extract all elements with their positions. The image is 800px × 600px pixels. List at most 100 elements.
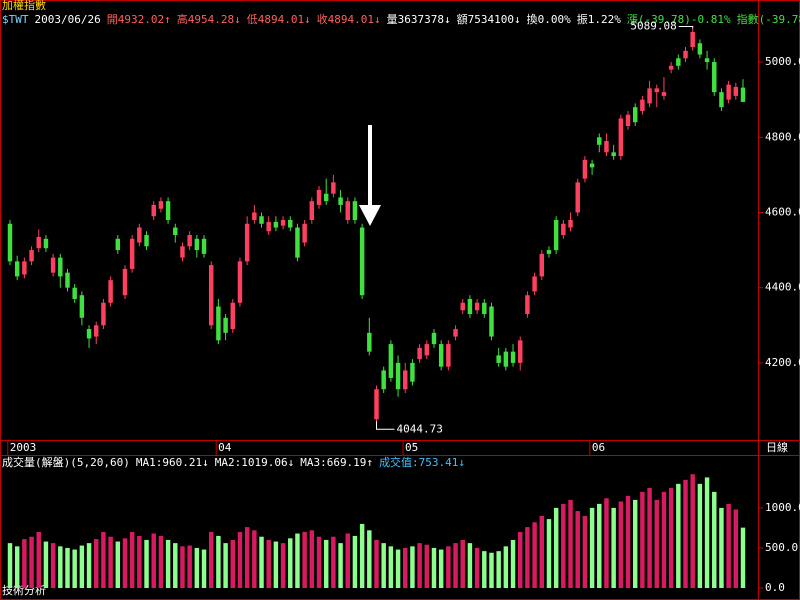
volume-bar [58,546,63,588]
candle-body [410,362,415,382]
candle-body [683,50,688,59]
candle-body [137,227,142,243]
volume-bar [726,503,731,588]
volume-bar [647,487,652,588]
volume-bar [338,543,343,588]
candle-body [676,58,681,66]
chart-title: 加權指數 [2,0,46,12]
candle-body [546,250,552,254]
candle-body [618,118,624,157]
header-item: 成交值:753.41↓ [379,455,465,469]
candle-body [539,253,545,277]
candle-body [704,58,710,63]
volume-bar [216,535,221,588]
candle-body [517,340,523,363]
volume-bar [237,531,243,588]
volume-bar [517,531,523,588]
volume-bar [740,527,746,588]
candle-body [525,295,530,315]
candle-body [690,31,695,48]
volume-bar [359,523,365,588]
candle-body [647,88,652,104]
candle-body [640,99,645,111]
volume-bar [539,515,545,588]
volume-bar [108,536,113,588]
header: $TWT 2003/06/26 開4932.02↑ 高4954.28↓ 低4894.01… [2,12,800,26]
volume-bar [668,487,674,588]
candle-body [187,235,192,247]
candle-body [86,329,92,339]
header-item: 振1.22% [577,12,621,26]
volume-bar [503,546,509,588]
candle-body [367,332,372,352]
volume-bar [302,531,307,588]
candle-body [395,362,401,390]
volume-bar [230,539,236,588]
volume-bar [690,474,695,588]
volume-bar [676,483,681,588]
volume-bar [510,539,516,588]
candle-body [482,302,487,315]
candle-body [208,265,214,326]
candle-body [288,220,293,228]
candle-body [180,246,185,258]
volume-bar [597,503,602,588]
candle-body [510,351,516,363]
volume-bar [661,491,667,588]
volume-bar [618,501,624,588]
x-tick-label: 2003 [10,441,37,454]
candle-body [94,325,99,337]
volume-bar [295,533,300,588]
volume-bar [266,539,271,588]
candle-body [474,302,480,311]
candle-body [331,182,336,194]
y-tick-label: 4600.00 [765,205,800,218]
volume-bar [280,543,286,588]
candle-body [632,107,638,123]
header-item: 漲(-39.78)-0.81% [627,13,731,26]
candle-body [295,227,300,258]
volume-bar [144,539,149,588]
candle-body [697,43,703,55]
candle-body [446,344,451,367]
candle-body [532,276,537,292]
candle-body [654,88,659,93]
candle-body [58,257,63,277]
header-item: $TWT [2,13,29,26]
volume-bar [611,507,616,588]
volume-bar [7,543,13,588]
y-tick-label: 500.0 [765,541,798,554]
candle-body [553,220,559,251]
volume-bar [345,533,350,588]
candle-body [668,65,674,70]
volume-bar [431,547,437,588]
candle-body [661,92,667,96]
candle-body [489,306,494,337]
candle-body [338,197,343,205]
volume-bar [316,536,322,588]
candle-body [597,137,602,145]
high-label: 5089.08 [630,20,676,33]
volume-bar [395,549,401,588]
candle-body [438,344,444,367]
volume-bar [697,483,703,588]
candle-body [403,370,408,390]
x-tick-label: 06 [592,441,605,454]
volume-bar [604,498,609,588]
volume-header: 成交量(解盤)(5,20,60) MA1:960.21↓ MA2:1019.06↓ M… [2,455,465,469]
candle-body [568,220,573,228]
candle-body [575,182,580,213]
volume-bar [733,509,739,588]
candle-body [460,302,465,311]
candle-body [453,329,458,337]
volume-bar [29,536,34,588]
volume-bar [632,499,638,588]
volume-bar [50,543,56,588]
candle-body [108,280,113,303]
candle-body [302,223,307,243]
candle-body [151,204,156,217]
volume-bar [582,515,588,588]
candle-body [316,189,322,205]
